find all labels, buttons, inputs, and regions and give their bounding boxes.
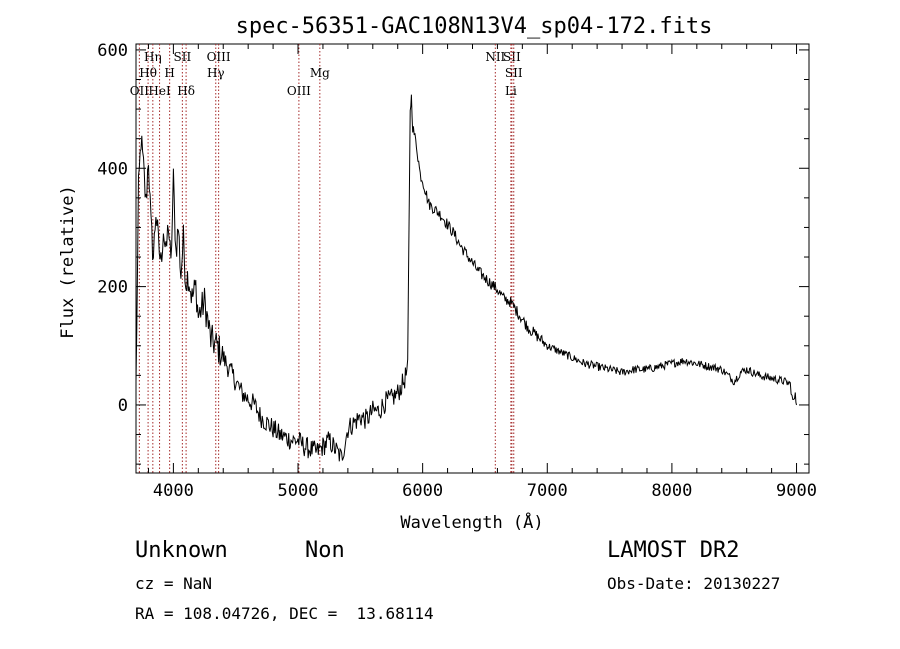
line-marker-label-0: OII (130, 84, 150, 98)
line-marker-label-12: SII (503, 50, 521, 64)
line-marker-label-4: H (164, 66, 174, 80)
redshift-readout: cz = NaN (135, 574, 213, 593)
y-tick-label-0: 0 (118, 396, 128, 416)
object-class: Unknown (135, 538, 228, 563)
line-marker-label-9: OIII (287, 84, 311, 98)
y-tick-label-3: 600 (97, 41, 128, 61)
plot-frame (135, 43, 810, 474)
line-marker-label-8: Hγ (207, 66, 225, 80)
x-tick-label-2: 6000 (402, 481, 443, 501)
y-axis-label: Flux (relative) (58, 185, 78, 339)
object-subclass: Non (305, 538, 345, 563)
x-tick-label-3: 7000 (527, 481, 568, 501)
observation-date: Obs-Date: 20130227 (607, 574, 781, 593)
line-marker-label-10: Mg (310, 66, 330, 80)
line-marker-label-6: Hδ (177, 84, 195, 98)
line-marker-label-1: Hη (144, 50, 162, 64)
line-marker-label-5: SII (174, 50, 192, 64)
line-marker-label-13: SII (505, 66, 523, 80)
line-marker-label-11: NII (485, 50, 505, 64)
x-tick-label-1: 5000 (278, 481, 319, 501)
line-marker-label-3: HeI (148, 84, 171, 98)
survey-name: LAMOST DR2 (607, 538, 740, 563)
chart-title: spec-56351-GAC108N13V4_sp04-172.fits (236, 14, 713, 39)
line-marker-label-14: Li (505, 84, 517, 98)
line-marker-label-7: OIII (207, 50, 231, 64)
x-axis-label: Wavelength (Å) (400, 511, 543, 533)
x-tick-label-0: 4000 (153, 481, 194, 501)
line-marker-label-2: Hθ (139, 66, 157, 80)
y-tick-label-2: 400 (97, 159, 128, 179)
plot-area: OIIHηHθHeIHSIIHδOIIIHγOIIIMgNIISIISIILi4… (97, 41, 817, 501)
coordinates-readout: RA = 108.04726, DEC = 13.68114 (135, 604, 434, 623)
x-tick-label-5: 9000 (776, 481, 817, 501)
x-tick-label-4: 8000 (651, 481, 692, 501)
spectrum-series-line-0 (135, 94, 797, 462)
y-tick-label-1: 200 (97, 278, 128, 298)
